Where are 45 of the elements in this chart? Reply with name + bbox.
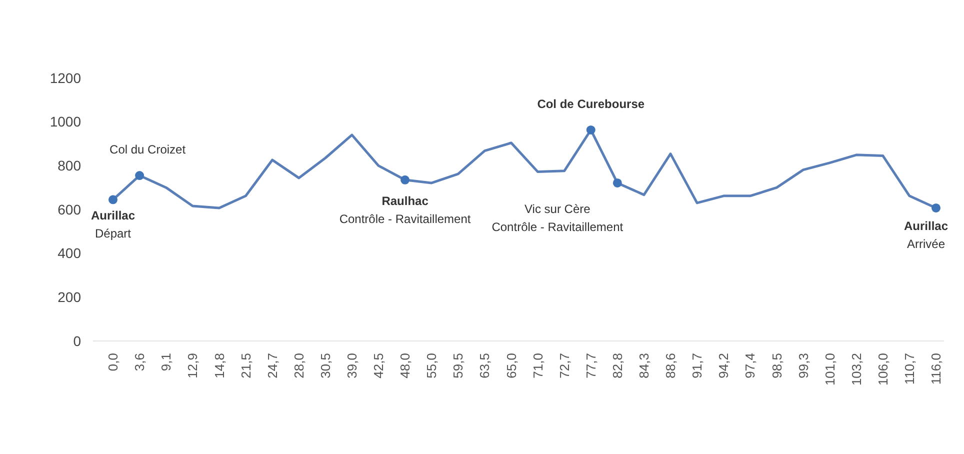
x-tick-label: 71,0 (530, 353, 546, 378)
y-tick-label: 0 (73, 332, 82, 349)
x-tick-label: 12,9 (185, 353, 200, 378)
x-tick-label: 48,0 (398, 353, 413, 378)
x-tick-label: 82,8 (610, 353, 625, 378)
x-tick-label: 77,7 (583, 353, 598, 378)
x-tick-label: 101,0 (822, 353, 838, 386)
x-tick-label: 30,5 (318, 353, 333, 378)
y-tick-label: 1200 (50, 70, 82, 86)
x-tick-label: 98,5 (769, 353, 784, 378)
annotation: Col de Curebourse (537, 96, 645, 111)
y-tick-label: 800 (58, 158, 82, 174)
x-tick-label: 9,1 (158, 353, 174, 372)
x-tick-label: 0,0 (106, 353, 121, 372)
x-tick-label: 72,7 (556, 353, 572, 378)
x-tick-label: 106,0 (875, 353, 890, 386)
x-tick-label: 65,0 (504, 353, 519, 378)
x-tick-label: 63,5 (477, 353, 492, 378)
y-tick-label: 200 (58, 289, 82, 306)
y-tick-label: 400 (58, 245, 82, 262)
x-tick-label: 97,4 (742, 353, 758, 378)
x-tick-label: 103,2 (848, 353, 864, 386)
x-tick-label: 88,6 (663, 353, 678, 378)
x-tick-label: 14,8 (212, 353, 227, 378)
annotation: Aurillac Départ (90, 208, 136, 241)
x-tick-label: 21,5 (238, 353, 254, 378)
y-tick-label: 600 (58, 201, 82, 218)
x-tick-label: 42,5 (371, 353, 386, 378)
x-tick-label: 99,3 (796, 353, 811, 378)
annotation: Col du Croizet (110, 142, 186, 157)
x-tick-label: 59,5 (450, 353, 466, 378)
annotation: Raulhac Contrôle - Ravitaillement (339, 194, 472, 226)
x-tick-label: 84,3 (636, 353, 652, 378)
annotation: Aurillac Arrivée (904, 218, 948, 251)
x-tick-label: 55,0 (424, 353, 440, 378)
x-tick-label: 24,7 (264, 353, 280, 378)
x-tick-label: 3,6 (132, 353, 148, 372)
x-tick-label: 94,2 (716, 353, 732, 378)
x-tick-label: 28,0 (291, 353, 306, 378)
x-tick-label: 116,0 (928, 353, 944, 385)
x-tick-label: 39,0 (344, 353, 360, 378)
y-tick-label: 1000 (50, 114, 82, 130)
x-tick-label: 91,7 (690, 353, 705, 378)
x-tick-label: 110,7 (902, 353, 917, 385)
annotation: Vic sur Cère Contrôle - Ravitaillement (492, 202, 624, 234)
